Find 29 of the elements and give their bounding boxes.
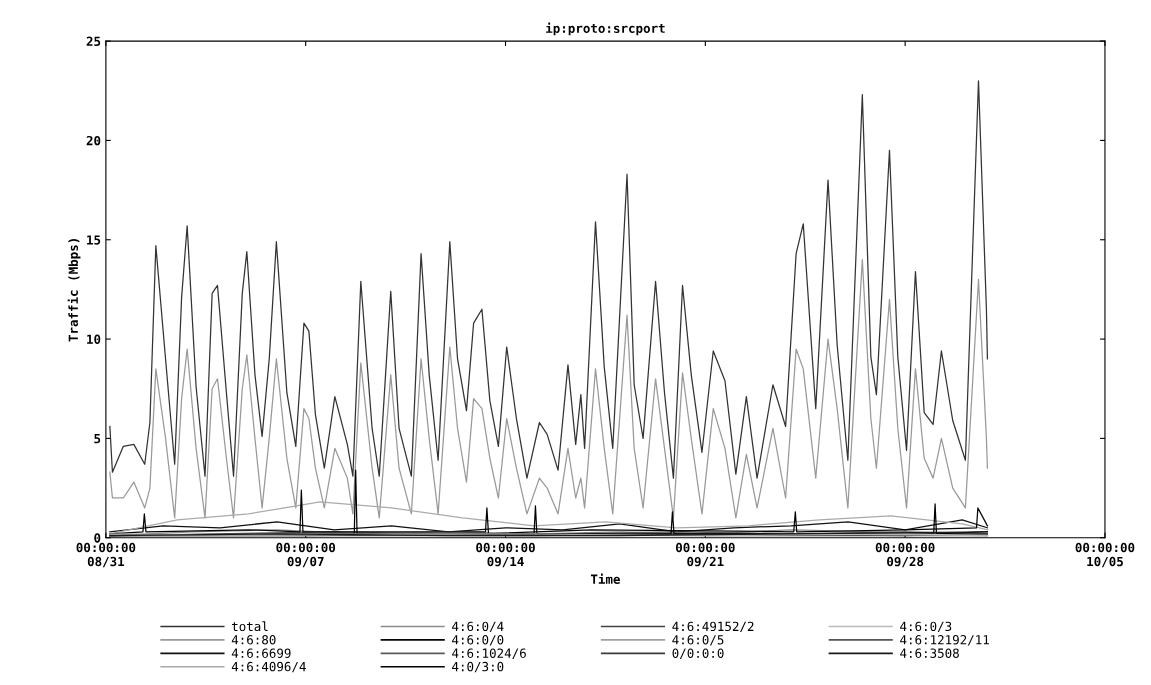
legend-label: 4:6:0/3 [900, 621, 952, 633]
y-tick-label: 20 [86, 135, 101, 146]
x-tick-label: 00:00:00 09/14 [476, 542, 535, 568]
legend-label: 4:6:0/5 [672, 635, 724, 646]
x-tick-label: 00:00:00 09/21 [675, 542, 735, 568]
legend-label: 4:6:3508 [900, 648, 959, 658]
chart-title: ip:proto:srcport [546, 22, 665, 36]
y-tick-label: 25 [86, 36, 101, 47]
legend-label: 4:6:1024/6 [452, 648, 526, 659]
legend-label: 4:6:49152/2 [672, 621, 754, 633]
legend-label: 4:6:6699 [231, 648, 291, 658]
legend-label: 4:6:0/4 [452, 621, 504, 633]
legend-label: 4:6:12192/11 [900, 635, 989, 646]
x-tick-label: 00:00:00 10/05 [1075, 542, 1135, 568]
legend-label: 4:0/3:0 [452, 661, 504, 673]
y-tick-label: 10 [87, 334, 101, 344]
x-tick-label: 00:00:00 09/07 [276, 542, 336, 568]
legend-label: 4:6:4096/4 [231, 661, 306, 673]
x-tick-label: 00:00:00 08/31 [76, 542, 136, 568]
legend-label: 0/0:0:0 [672, 648, 724, 659]
y-tick-label: 0 [94, 533, 101, 543]
y-tick-label: 5 [94, 434, 101, 444]
x-tick-label: 00:00:00 09/28 [875, 542, 935, 568]
x-axis-title: Time [590, 573, 620, 584]
legend-label: 4:6:80 [231, 635, 276, 645]
legend-label: 4:6:0/0 [452, 635, 504, 646]
y-axis-title: Traffic (Mbps) [67, 239, 81, 342]
y-tick-label: 15 [87, 235, 101, 245]
legend-label: total [232, 621, 268, 632]
